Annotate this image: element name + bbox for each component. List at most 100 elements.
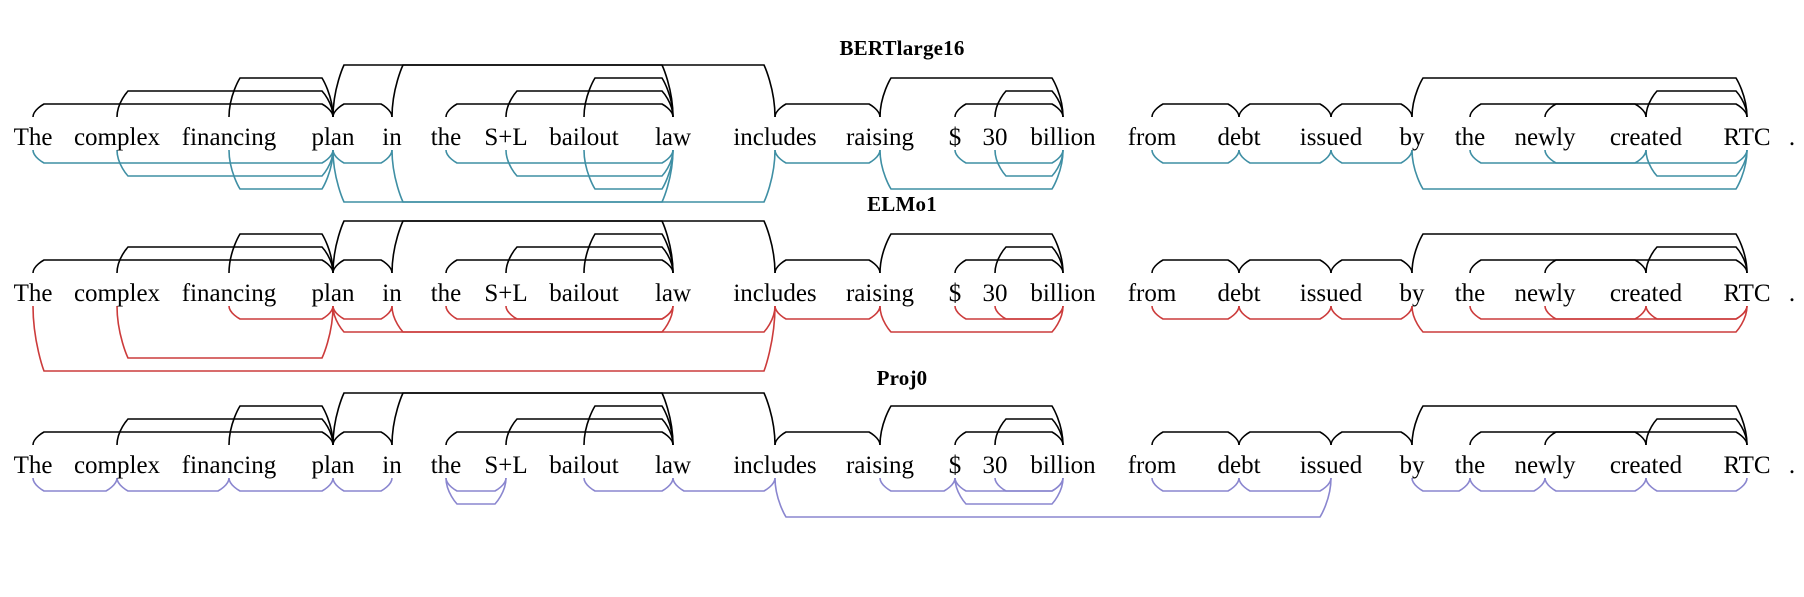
- gold-dependency-arc: [1238, 259, 1332, 274]
- gold-dependency-arc: [1469, 431, 1748, 446]
- token: issued: [1299, 124, 1363, 151]
- token: law: [654, 452, 692, 479]
- token: includes: [733, 280, 817, 307]
- sentence-tokens: The complex financing plan in the S+L bailout la…: [0, 121, 1804, 155]
- token: includes: [733, 124, 817, 151]
- token: the: [1454, 280, 1486, 307]
- token: the: [430, 452, 462, 479]
- gold-dependency-arc: [1330, 259, 1413, 274]
- token: bailout: [549, 452, 619, 479]
- predicted-dependency-arc: [1411, 149, 1748, 190]
- predicted-dependency-arc: [774, 477, 1332, 518]
- token: the: [430, 280, 462, 307]
- token: plan: [311, 124, 355, 151]
- gold-dependency-arc: [879, 233, 1064, 274]
- token: S+L: [484, 124, 528, 151]
- token: The: [13, 280, 53, 307]
- gold-dependency-arc: [994, 246, 1064, 274]
- sentence-tokens: The complex financing plan in the S+L bailout la…: [0, 449, 1804, 483]
- token: newly: [1514, 124, 1576, 151]
- token: in: [382, 124, 402, 151]
- gold-dependency-arc: [32, 103, 334, 118]
- gold-dependency-arc: [1645, 90, 1748, 118]
- token: the: [1454, 124, 1486, 151]
- token: raising: [845, 124, 915, 151]
- token: financing: [181, 452, 277, 479]
- panel-title: BERTlarge16: [839, 36, 965, 60]
- gold-dependency-arc: [505, 90, 674, 118]
- token: 30: [982, 124, 1008, 151]
- gold-dependency-arc: [391, 220, 674, 274]
- token: .: [1788, 452, 1796, 479]
- predicted-dependency-arc: [32, 305, 776, 372]
- token: S+L: [484, 280, 528, 307]
- gold-dependency-arc: [332, 103, 393, 118]
- gold-dependency-arc: [1469, 103, 1748, 118]
- gold-dependency-arc: [1151, 259, 1240, 274]
- gold-dependency-arc: [332, 220, 776, 274]
- gold-dependency-arc: [1645, 418, 1748, 446]
- token: S+L: [484, 452, 528, 479]
- gold-dependency-arc: [1544, 259, 1647, 274]
- panel-title: Proj0: [876, 366, 928, 390]
- token: financing: [181, 124, 277, 151]
- gold-dependency-arc: [445, 431, 674, 446]
- gold-dependency-arc: [505, 246, 674, 274]
- token: by: [1399, 280, 1425, 307]
- gold-dependency-arc: [774, 259, 881, 274]
- gold-dependency-arc: [1411, 77, 1748, 118]
- token: raising: [845, 452, 915, 479]
- gold-dependency-arc: [445, 259, 674, 274]
- gold-dependency-arc: [1411, 233, 1748, 274]
- predicted-dependency-arc: [116, 305, 334, 359]
- gold-dependency-arc: [774, 103, 881, 118]
- token: $: [948, 280, 962, 307]
- token: the: [430, 124, 462, 151]
- sentence-tokens: The complex financing plan in the S+L bailout la…: [0, 277, 1804, 311]
- gold-dependency-arc: [1238, 431, 1332, 446]
- token: complex: [73, 452, 161, 479]
- token: 30: [982, 280, 1008, 307]
- token: from: [1127, 452, 1177, 479]
- token: by: [1399, 452, 1425, 479]
- gold-dependency-arc: [332, 259, 393, 274]
- token: law: [654, 280, 692, 307]
- token: issued: [1299, 452, 1363, 479]
- predicted-dependency-arc: [583, 149, 674, 190]
- token: financing: [181, 280, 277, 307]
- gold-dependency-arc: [445, 103, 674, 118]
- token: debt: [1217, 452, 1261, 479]
- token: $: [948, 452, 962, 479]
- token: raising: [845, 280, 915, 307]
- token: by: [1399, 124, 1425, 151]
- token: created: [1609, 124, 1683, 151]
- gold-dependency-arc: [228, 233, 334, 274]
- token: includes: [733, 452, 817, 479]
- gold-dependency-arc: [1544, 431, 1647, 446]
- gold-dependency-arc: [1645, 246, 1748, 274]
- gold-dependency-arc: [391, 64, 674, 118]
- token: created: [1609, 280, 1683, 307]
- gold-dependency-arc: [1330, 431, 1413, 446]
- token: RTC: [1723, 124, 1771, 151]
- token: issued: [1299, 280, 1363, 307]
- gold-dependency-arc: [1238, 103, 1332, 118]
- token: 30: [982, 452, 1008, 479]
- token: newly: [1514, 452, 1576, 479]
- gold-dependency-arc: [1151, 431, 1240, 446]
- token: The: [13, 124, 53, 151]
- token: debt: [1217, 124, 1261, 151]
- gold-dependency-arc: [228, 77, 334, 118]
- token: newly: [1514, 280, 1576, 307]
- token: The: [13, 452, 53, 479]
- gold-dependency-arc: [583, 77, 674, 118]
- token: complex: [73, 280, 161, 307]
- predicted-dependency-arc: [228, 149, 334, 190]
- gold-dependency-arc: [228, 405, 334, 446]
- gold-dependency-arc: [879, 405, 1064, 446]
- gold-dependency-arc: [583, 233, 674, 274]
- gold-dependency-arc: [116, 90, 334, 118]
- token: billion: [1030, 280, 1096, 307]
- token: in: [382, 280, 402, 307]
